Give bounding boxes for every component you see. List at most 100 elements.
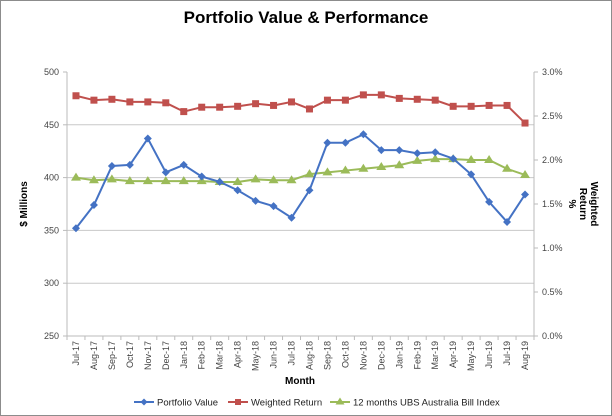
series-12-months-ubs-australia-bill-index (70, 154, 531, 185)
data-point-triangle (88, 175, 99, 184)
left-axis-ticks: 500 450 400 350 300 250 (44, 67, 59, 341)
data-point-square (467, 102, 475, 110)
data-point-diamond (251, 196, 260, 205)
x-tick-label: Aug-18 (304, 341, 314, 370)
data-point-diamond (485, 197, 494, 206)
x-tick-label: Jul-19 (502, 341, 512, 366)
y2-tick-label: 0.0% (542, 331, 563, 341)
data-point-diamond (395, 146, 404, 155)
data-point-diamond (107, 161, 116, 170)
data-point-diamond (305, 186, 314, 195)
data-point-square (341, 96, 349, 104)
legend-label: 12 months UBS Australia Bill Index (353, 398, 500, 409)
data-point-square (413, 95, 421, 103)
series-portfolio-value (71, 130, 530, 233)
data-point-diamond (71, 224, 80, 233)
y2-tick-label: 3.0% (542, 67, 563, 77)
series-line (75, 93, 526, 124)
data-point-triangle (232, 177, 243, 185)
data-point-diamond (413, 149, 422, 158)
data-point-square (359, 91, 367, 99)
data-point-square (180, 108, 188, 116)
data-point-square (395, 94, 403, 102)
y2-axis-label-line: Return (577, 188, 588, 220)
data-point-diamond (359, 130, 368, 139)
y-tick-label: 400 (44, 173, 59, 183)
x-axis-ticks: Jul-17 Aug-17 Sep-17 Oct-17 Nov-17 Dec-17 Jan-… (71, 341, 530, 371)
y2-tick-label: 0.5% (542, 287, 563, 297)
x-tick-label: Jul-17 (71, 341, 81, 366)
x-tick-label: Aug-19 (520, 341, 530, 370)
data-point-triangle (106, 174, 117, 183)
data-point-diamond (215, 177, 224, 186)
y-tick-label: 350 (44, 225, 59, 235)
data-point-square (503, 101, 511, 109)
data-point-triangle (412, 155, 423, 164)
data-point-diamond (161, 168, 170, 177)
data-point-triangle (394, 160, 405, 169)
data-point-diamond (503, 217, 512, 226)
data-point-diamond (269, 202, 278, 211)
data-point-diamond (323, 138, 332, 147)
x-tick-label: Jun-19 (484, 341, 494, 369)
data-point-triangle (520, 169, 531, 178)
data-point-triangle (484, 155, 495, 163)
x-tick-label: Oct-18 (340, 341, 350, 368)
data-point-square (108, 95, 116, 103)
y2-tick-label: 2.0% (542, 155, 563, 165)
data-point-diamond (125, 160, 134, 169)
x-tick-label: Aug-17 (89, 341, 99, 370)
data-point-square (323, 96, 331, 104)
legend-item: Portfolio Value (134, 398, 218, 409)
data-point-square (216, 103, 224, 111)
x-tick-label: Oct-17 (125, 341, 135, 368)
series-line (75, 133, 526, 229)
data-point-diamond (377, 146, 386, 155)
data-point-square (288, 98, 296, 106)
data-point-triangle (250, 174, 261, 183)
data-point-diamond (89, 201, 98, 210)
data-point-diamond (341, 138, 350, 147)
y2-tick-label: 1.5% (542, 199, 563, 209)
right-axis-ticks: 3.0% 2.5% 2.0% 1.5% 1.0% 0.5% 0.0% (542, 67, 563, 341)
data-point-square (90, 96, 98, 104)
x-tick-label: Jun-18 (269, 341, 279, 369)
x-tick-label: Apr-18 (233, 341, 243, 368)
data-point-triangle (322, 167, 333, 176)
x-axis-label: Month (285, 376, 315, 387)
data-point-triangle (340, 165, 351, 174)
y2-tick-label: 2.5% (542, 111, 563, 121)
data-point-square (126, 98, 134, 106)
legend-item: 12 months UBS Australia Bill Index (330, 397, 500, 409)
gridlines (67, 124, 534, 337)
x-tick-label: Jul-18 (287, 341, 297, 366)
legend-item: Weighted Return (228, 398, 322, 409)
data-point-triangle (502, 163, 513, 172)
data-point-square (305, 105, 313, 113)
data-point-triangle (268, 175, 279, 184)
x-tick-label: Nov-17 (143, 341, 153, 370)
x-tick-label: Sep-18 (322, 341, 332, 370)
data-point-square (377, 91, 385, 99)
series-group (70, 91, 531, 233)
data-point-triangle (430, 154, 441, 163)
data-point-square (252, 100, 260, 108)
data-point-triangle (160, 176, 171, 185)
x-tick-label: Jan-19 (394, 341, 404, 369)
y-tick-label: 500 (44, 67, 59, 77)
data-point-diamond (143, 134, 152, 143)
x-tick-label: Mar-18 (215, 341, 225, 370)
data-point-square (162, 99, 170, 107)
data-point-diamond (197, 172, 206, 181)
y-tick-label: 300 (44, 278, 59, 288)
x-tick-label: Feb-18 (197, 341, 207, 370)
data-point-diamond (521, 190, 530, 199)
x-tick-label: Dec-18 (376, 341, 386, 370)
data-point-diamond (467, 170, 476, 179)
data-point-triangle (466, 155, 477, 163)
data-point-square (449, 102, 457, 110)
data-point-triangle (304, 169, 315, 178)
